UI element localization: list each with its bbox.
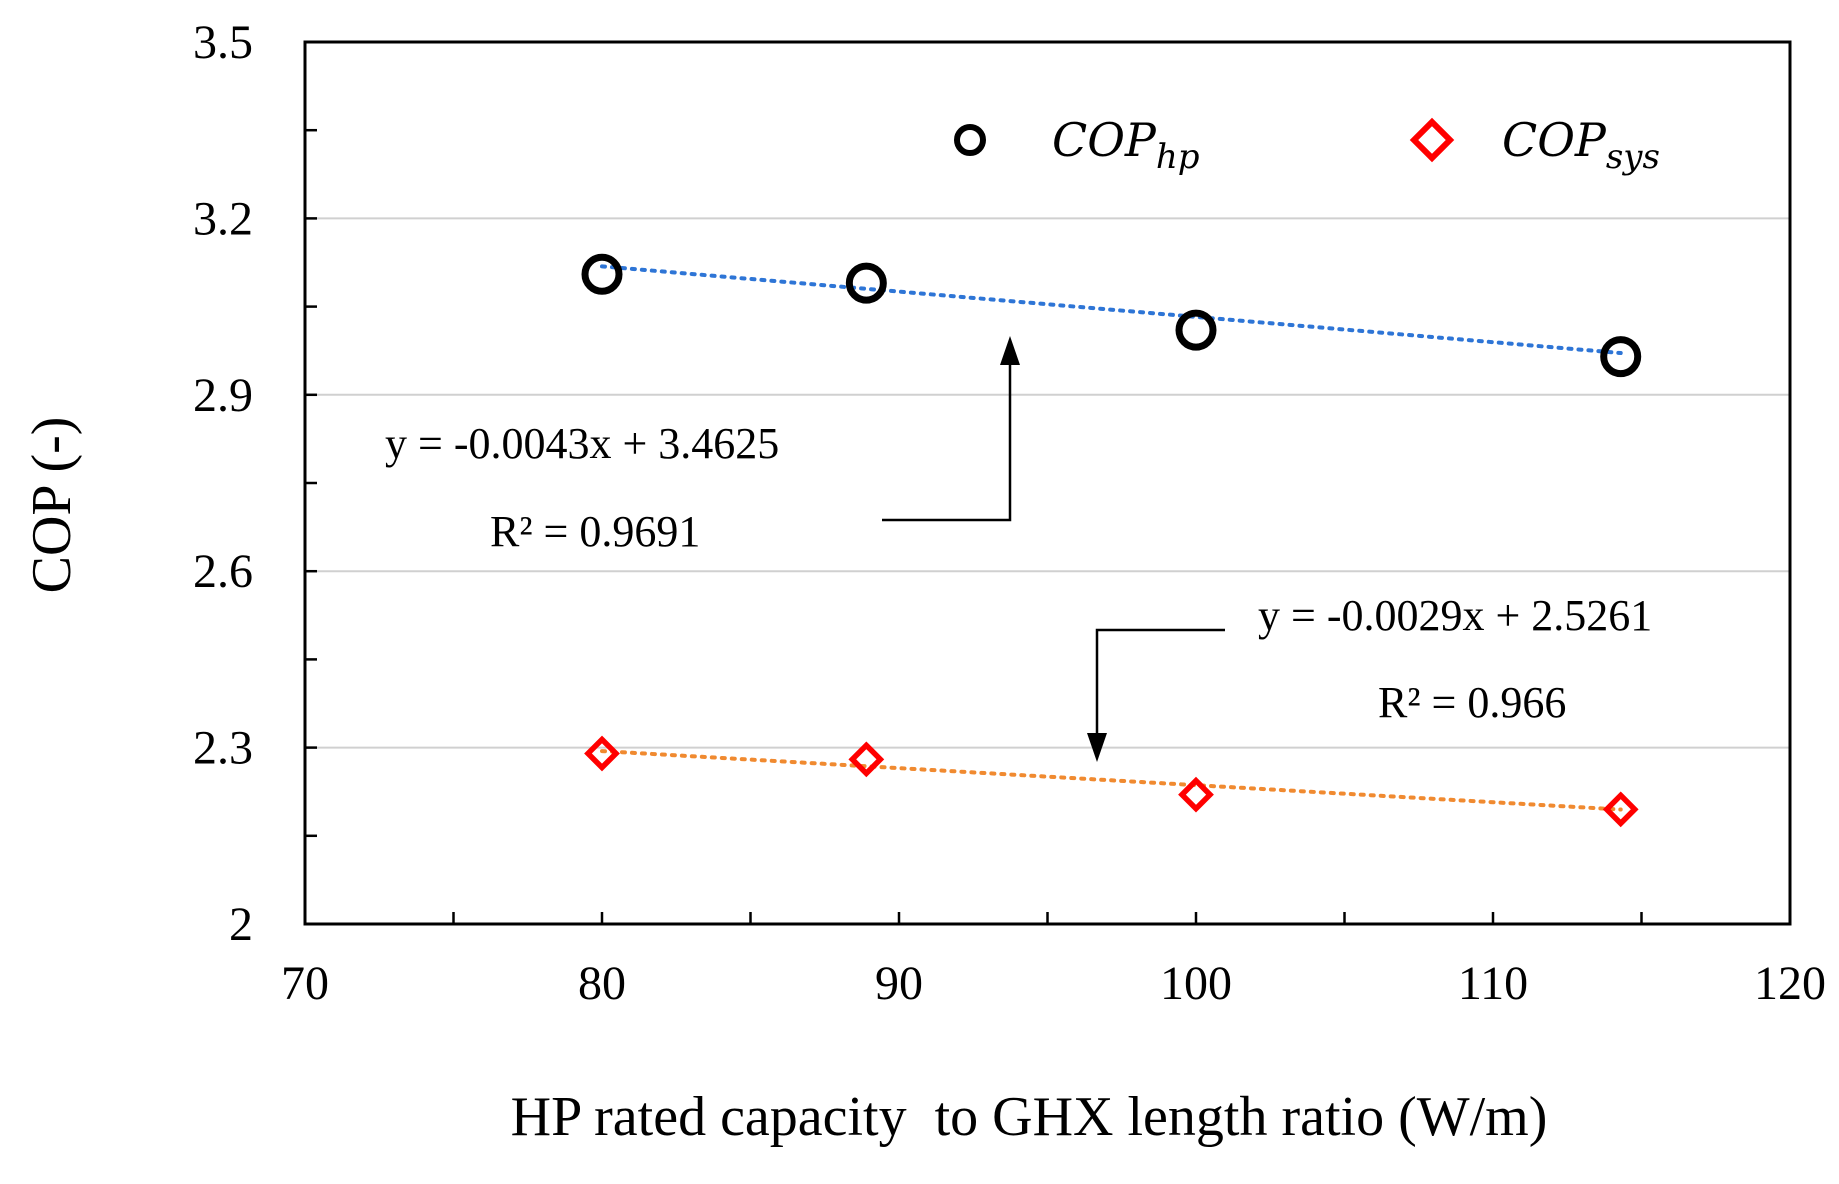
- legend: COPhp COPsys: [954, 113, 1660, 177]
- arrow-head-cop-hp: [1000, 336, 1020, 365]
- equation-cop-sys: y = -0.0029x + 2.5261: [1258, 591, 1652, 640]
- x-tick-label-1: 80: [578, 957, 626, 1010]
- trendline-COP_hp: [600, 264, 1623, 356]
- point-COP_sys-0: [584, 735, 620, 772]
- legend-label-COP_hp: COPhp: [1052, 113, 1200, 177]
- legend-marker-COP_hp: [954, 124, 986, 156]
- x-tick-label-4: 110: [1458, 957, 1528, 1010]
- x-tick-label-0: 70: [281, 957, 329, 1010]
- trendlines: [600, 264, 1623, 812]
- y-tick-label-5: 3.5: [193, 16, 253, 69]
- legend-label-COP_sys: COPsys: [1502, 113, 1660, 177]
- arrow-line-cop-sys: [1095, 628, 1225, 745]
- y-tick-label-2: 2.6: [193, 545, 253, 598]
- legend-label-main: COP: [1502, 113, 1607, 167]
- x-axis-title: HP rated capacity to GHX length ratio (W…: [511, 1086, 1548, 1148]
- equation-cop-hp: y = -0.0043x + 3.4625: [385, 419, 779, 468]
- point-COP_hp-2: [1175, 309, 1217, 351]
- point-COP_sys-3: [1602, 791, 1639, 828]
- point-COP_hp-3: [1600, 336, 1642, 378]
- arrow-head-cop-sys: [1087, 733, 1107, 762]
- point-COP_sys-1: [848, 741, 885, 778]
- point-COP_hp-1: [845, 262, 887, 304]
- r-squared-cop-hp: R² = 0.9691: [490, 507, 700, 556]
- y-tick-label-1: 2.3: [193, 722, 253, 775]
- tick-labels: 70 80 90 100 110 120 2 2.3 2.6 2.9 3.2 3.5: [193, 16, 1826, 1010]
- x-tick-label-5: 120: [1754, 957, 1826, 1010]
- data-markers: [581, 253, 1642, 828]
- annotations: y = -0.0043x + 3.4625 R² = 0.9691 y = -0.0…: [385, 336, 1652, 762]
- r-squared-cop-sys: R² = 0.966: [1378, 678, 1566, 727]
- plot-frame: [303, 40, 1792, 926]
- legend-label-subscript: hp: [1156, 137, 1200, 177]
- tick-marks: [303, 40, 1792, 926]
- point-COP_sys-2: [1178, 776, 1214, 813]
- y-tick-label-3: 2.9: [193, 369, 253, 422]
- axes: [303, 40, 1792, 926]
- y-tick-label-0: 2: [229, 898, 253, 951]
- x-tick-label-3: 100: [1160, 957, 1232, 1010]
- y-tick-label-4: 3.2: [193, 192, 253, 245]
- point-COP_hp-0: [581, 253, 623, 295]
- legend-label-subscript: sys: [1606, 137, 1660, 177]
- legend-label-main: COP: [1052, 113, 1157, 167]
- arrow-line-cop-hp: [882, 352, 1012, 522]
- trendline-COP_sys: [600, 749, 1623, 812]
- y-axis-title: COP (-): [21, 417, 83, 594]
- legend-marker-COP_sys: [1409, 117, 1455, 163]
- x-tick-label-2: 90: [875, 957, 923, 1010]
